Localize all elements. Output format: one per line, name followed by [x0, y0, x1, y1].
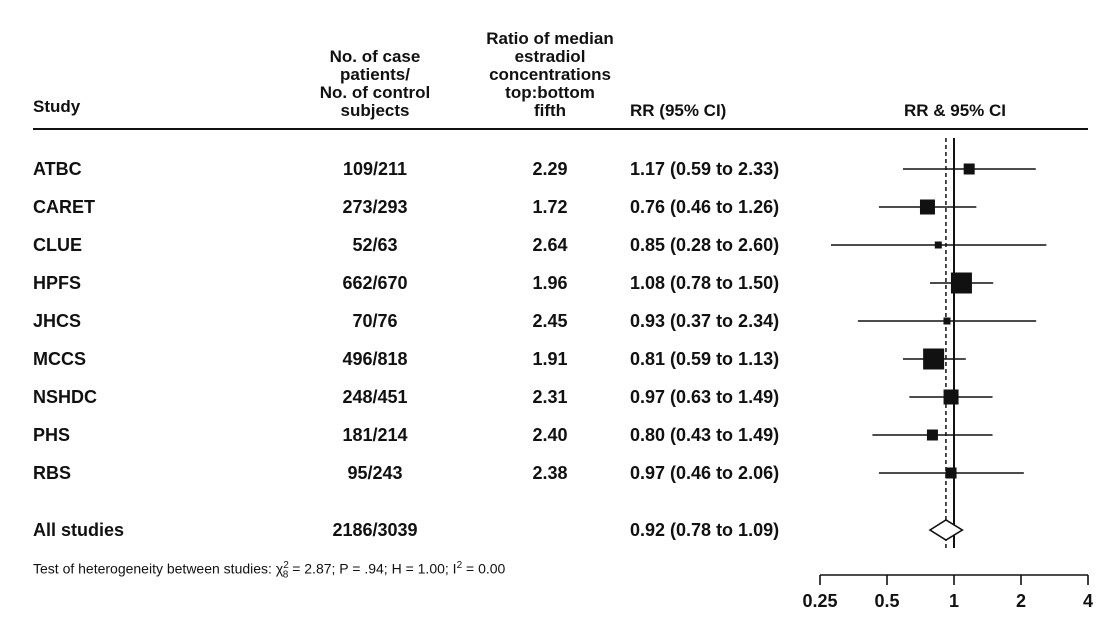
- estradiol-ratio: 2.31: [532, 387, 568, 407]
- rr-value: 1.17 (0.59 to 2.33): [630, 159, 780, 179]
- x-tick-label: 4: [1083, 591, 1093, 611]
- pooled-diamond: [928, 519, 964, 541]
- case-control-count: 52/63: [352, 235, 398, 255]
- case-control-count: 273/293: [342, 197, 408, 217]
- estradiol-ratio: 1.91: [532, 349, 568, 369]
- rr-value: 0.97 (0.63 to 1.49): [630, 387, 780, 407]
- table-row: NSHDC 248/451 2.31 0.97 (0.63 to 1.49): [0, 385, 800, 409]
- case-control-count: 181/214: [342, 425, 408, 445]
- header-plot: RR & 95% CI: [903, 101, 1007, 120]
- rr-value: 1.08 (0.78 to 1.50): [630, 273, 780, 293]
- study-name: JHCS: [33, 311, 82, 331]
- rr-value: 0.85 (0.28 to 2.60): [630, 235, 780, 255]
- summary-case-control-count: 2186/3039: [332, 520, 418, 540]
- table-row: MCCS 496/818 1.91 0.81 (0.59 to 1.13): [0, 347, 800, 371]
- case-control-count: 109/211: [342, 159, 408, 179]
- header-case-control: No. of case patients/ No. of control sub…: [319, 47, 431, 120]
- study-name: MCCS: [33, 349, 86, 369]
- rr-value: 0.97 (0.46 to 2.06): [630, 463, 780, 483]
- estradiol-ratio: 2.45: [532, 311, 568, 331]
- study-name: CLUE: [33, 235, 82, 255]
- study-name: CARET: [33, 197, 95, 217]
- rr-marker: [919, 199, 935, 215]
- study-name: PHS: [33, 425, 71, 445]
- case-control-count: 662/670: [342, 273, 408, 293]
- estradiol-ratio: 2.64: [532, 235, 568, 255]
- x-tick-label: 0.25: [802, 591, 837, 611]
- rr-marker: [926, 429, 938, 441]
- estradiol-ratio: 2.29: [532, 159, 568, 179]
- table-row: CARET 273/293 1.72 0.76 (0.46 to 1.26): [0, 195, 800, 219]
- study-name: NSHDC: [33, 387, 98, 407]
- rr-marker: [943, 317, 951, 325]
- study-name: RBS: [33, 463, 72, 483]
- case-control-count: 95/243: [347, 463, 403, 483]
- estradiol-ratio: 2.38: [532, 463, 568, 483]
- estradiol-ratio: 2.40: [532, 425, 568, 445]
- header-ratio: Ratio of median estradiol concentrations…: [486, 29, 614, 120]
- rr-marker: [943, 389, 959, 405]
- rr-marker: [950, 272, 972, 294]
- summary-row: All studies 2186/3039 0.92 (0.78 to 1.09…: [0, 518, 800, 542]
- table-row: PHS 181/214 2.40 0.80 (0.43 to 1.49): [0, 423, 800, 447]
- rr-value: 0.76 (0.46 to 1.26): [630, 197, 780, 217]
- header-rule: [33, 128, 1088, 130]
- summary-rr-value: 0.92 (0.78 to 1.09): [630, 520, 780, 540]
- rr-value: 0.81 (0.59 to 1.13): [630, 349, 780, 369]
- header-rr: RR (95% CI): [630, 101, 727, 120]
- rr-marker: [934, 241, 942, 249]
- table-row: HPFS 662/670 1.96 1.08 (0.78 to 1.50): [0, 271, 800, 295]
- rr-marker: [945, 467, 957, 479]
- case-control-count: 248/451: [342, 387, 408, 407]
- estradiol-ratio: 1.96: [532, 273, 568, 293]
- heterogeneity-footnote: Test of heterogeneity between studies: χ…: [33, 560, 506, 581]
- rr-value: 0.93 (0.37 to 2.34): [630, 311, 780, 331]
- x-tick-label: 2: [1016, 591, 1026, 611]
- rr-marker: [923, 348, 945, 370]
- header-study: Study: [33, 97, 81, 116]
- case-control-count: 496/818: [342, 349, 408, 369]
- study-name: HPFS: [33, 273, 82, 293]
- case-control-count: 70/76: [352, 311, 398, 331]
- table-row: RBS 95/243 2.38 0.97 (0.46 to 2.06): [0, 461, 800, 485]
- x-tick-label: 1: [949, 591, 959, 611]
- rr-marker: [963, 163, 975, 175]
- rr-value: 0.80 (0.43 to 1.49): [630, 425, 780, 445]
- study-name: ATBC: [33, 159, 82, 179]
- estradiol-ratio: 1.72: [532, 197, 568, 217]
- summary-study-name: All studies: [33, 520, 125, 540]
- table-row: JHCS 70/76 2.45 0.93 (0.37 to 2.34): [0, 309, 800, 333]
- table-row: CLUE 52/63 2.64 0.85 (0.28 to 2.60): [0, 233, 800, 257]
- table-row: ATBC 109/211 2.29 1.17 (0.59 to 2.33): [0, 157, 800, 181]
- x-tick-label: 0.5: [874, 591, 899, 611]
